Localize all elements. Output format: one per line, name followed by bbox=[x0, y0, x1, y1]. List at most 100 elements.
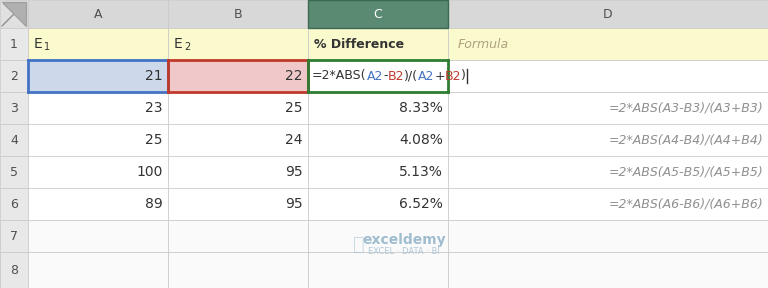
Bar bbox=[168, 220, 308, 252]
Text: B2: B2 bbox=[445, 69, 462, 82]
Text: 100: 100 bbox=[137, 165, 163, 179]
Text: A2: A2 bbox=[366, 69, 383, 82]
Text: 5: 5 bbox=[10, 166, 18, 179]
Bar bbox=[448, 252, 768, 288]
Bar bbox=[308, 220, 448, 252]
Bar bbox=[308, 60, 448, 92]
Text: +: + bbox=[434, 69, 445, 82]
Text: 2: 2 bbox=[184, 42, 190, 52]
Bar bbox=[448, 60, 768, 92]
Bar bbox=[448, 60, 768, 92]
Bar bbox=[308, 124, 448, 156]
Bar bbox=[28, 92, 168, 124]
Text: 2: 2 bbox=[10, 69, 18, 82]
Text: ): ) bbox=[462, 69, 466, 82]
Text: 8: 8 bbox=[10, 264, 18, 276]
Bar bbox=[448, 220, 768, 252]
Text: C: C bbox=[373, 7, 382, 20]
Bar bbox=[28, 252, 168, 288]
Text: 6: 6 bbox=[10, 198, 18, 211]
Text: 22: 22 bbox=[286, 69, 303, 83]
Text: 4.08%: 4.08% bbox=[399, 133, 443, 147]
Text: 1: 1 bbox=[10, 37, 18, 50]
Bar bbox=[0, 188, 28, 220]
Bar bbox=[448, 0, 768, 28]
Bar bbox=[168, 252, 308, 288]
Bar bbox=[308, 220, 448, 252]
Bar bbox=[448, 220, 768, 252]
Text: 8.33%: 8.33% bbox=[399, 101, 443, 115]
Bar bbox=[168, 92, 308, 124]
Bar bbox=[0, 92, 28, 124]
Bar bbox=[448, 252, 768, 288]
Text: E: E bbox=[174, 37, 183, 51]
Bar bbox=[168, 0, 308, 28]
Text: -: - bbox=[383, 69, 387, 82]
Text: 23: 23 bbox=[145, 101, 163, 115]
Bar bbox=[28, 124, 168, 156]
Bar bbox=[168, 60, 308, 92]
Bar bbox=[448, 92, 768, 124]
Bar bbox=[28, 0, 168, 28]
Bar bbox=[0, 28, 28, 60]
Text: 89: 89 bbox=[145, 197, 163, 211]
Bar bbox=[28, 60, 168, 92]
Bar bbox=[448, 28, 768, 60]
Text: % Difference: % Difference bbox=[314, 37, 404, 50]
Bar bbox=[448, 124, 768, 156]
Text: =2*ABS(A5-B5)/(A5+B5): =2*ABS(A5-B5)/(A5+B5) bbox=[608, 166, 763, 179]
Bar bbox=[448, 156, 768, 188]
Bar bbox=[0, 124, 28, 156]
Bar bbox=[308, 0, 448, 28]
Bar bbox=[28, 28, 168, 60]
Text: 7: 7 bbox=[10, 230, 18, 242]
Bar bbox=[308, 28, 448, 60]
Text: =2*ABS(A6-B6)/(A6+B6): =2*ABS(A6-B6)/(A6+B6) bbox=[608, 198, 763, 211]
Text: 3: 3 bbox=[10, 101, 18, 115]
Bar bbox=[0, 156, 28, 188]
Bar bbox=[28, 220, 168, 252]
Bar bbox=[448, 28, 768, 60]
Bar bbox=[308, 252, 448, 288]
Text: exceldemy: exceldemy bbox=[362, 233, 445, 247]
Bar bbox=[168, 220, 308, 252]
Bar bbox=[0, 220, 28, 252]
Text: E: E bbox=[34, 37, 43, 51]
Text: 6.52%: 6.52% bbox=[399, 197, 443, 211]
Bar bbox=[28, 220, 168, 252]
Text: 5.13%: 5.13% bbox=[399, 165, 443, 179]
Text: 95: 95 bbox=[286, 197, 303, 211]
Bar bbox=[28, 60, 168, 92]
Bar bbox=[168, 28, 308, 60]
Bar bbox=[168, 156, 308, 188]
Bar bbox=[308, 0, 448, 28]
Text: 21: 21 bbox=[145, 69, 163, 83]
Text: 24: 24 bbox=[286, 133, 303, 147]
Text: =2*ABS(: =2*ABS( bbox=[312, 69, 366, 82]
Text: 95: 95 bbox=[286, 165, 303, 179]
Bar bbox=[168, 188, 308, 220]
Bar bbox=[0, 60, 28, 92]
Bar bbox=[0, 0, 28, 28]
Bar bbox=[28, 252, 168, 288]
Text: A: A bbox=[94, 7, 102, 20]
Text: EXCEL · DATA · BI: EXCEL · DATA · BI bbox=[368, 247, 440, 257]
Bar bbox=[28, 28, 168, 60]
Bar bbox=[0, 252, 28, 288]
Bar bbox=[28, 156, 168, 188]
Bar bbox=[308, 92, 448, 124]
Bar bbox=[308, 252, 448, 288]
Text: B: B bbox=[233, 7, 243, 20]
Text: D: D bbox=[603, 7, 613, 20]
Text: =2*ABS(A4-B4)/(A4+B4): =2*ABS(A4-B4)/(A4+B4) bbox=[608, 134, 763, 147]
Bar bbox=[308, 156, 448, 188]
Text: =2*ABS(A3-B3)/(A3+B3): =2*ABS(A3-B3)/(A3+B3) bbox=[608, 101, 763, 115]
Bar bbox=[0, 252, 28, 288]
Bar bbox=[168, 28, 308, 60]
Bar bbox=[448, 188, 768, 220]
Bar bbox=[308, 60, 448, 92]
Text: 🏠: 🏠 bbox=[353, 234, 365, 253]
Bar bbox=[0, 220, 28, 252]
Polygon shape bbox=[2, 2, 26, 26]
Text: 25: 25 bbox=[286, 101, 303, 115]
